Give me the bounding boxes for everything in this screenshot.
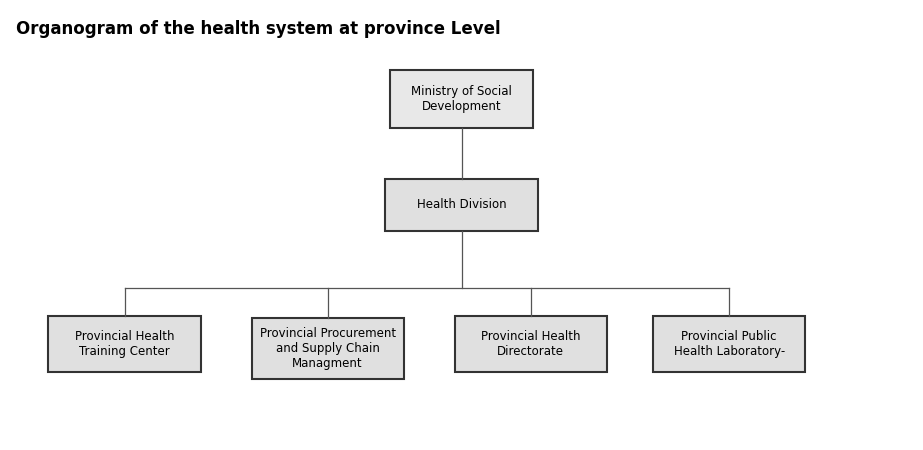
FancyBboxPatch shape [251, 319, 404, 379]
Text: Health Division: Health Division [416, 198, 507, 211]
FancyBboxPatch shape [390, 70, 533, 128]
Text: Provincial Procurement
and Supply Chain
Managment: Provincial Procurement and Supply Chain … [259, 327, 396, 370]
Text: Provincial Health
Directorate: Provincial Health Directorate [481, 330, 581, 358]
Text: Organogram of the health system at province Level: Organogram of the health system at provi… [16, 20, 501, 38]
FancyBboxPatch shape [385, 179, 537, 230]
FancyBboxPatch shape [48, 316, 201, 373]
Text: Provincial Public
Health Laboratory-: Provincial Public Health Laboratory- [674, 330, 785, 358]
Text: Ministry of Social
Development: Ministry of Social Development [411, 85, 512, 113]
FancyBboxPatch shape [454, 316, 606, 373]
Text: Provincial Health
Training Center: Provincial Health Training Center [75, 330, 174, 358]
FancyBboxPatch shape [653, 316, 805, 373]
